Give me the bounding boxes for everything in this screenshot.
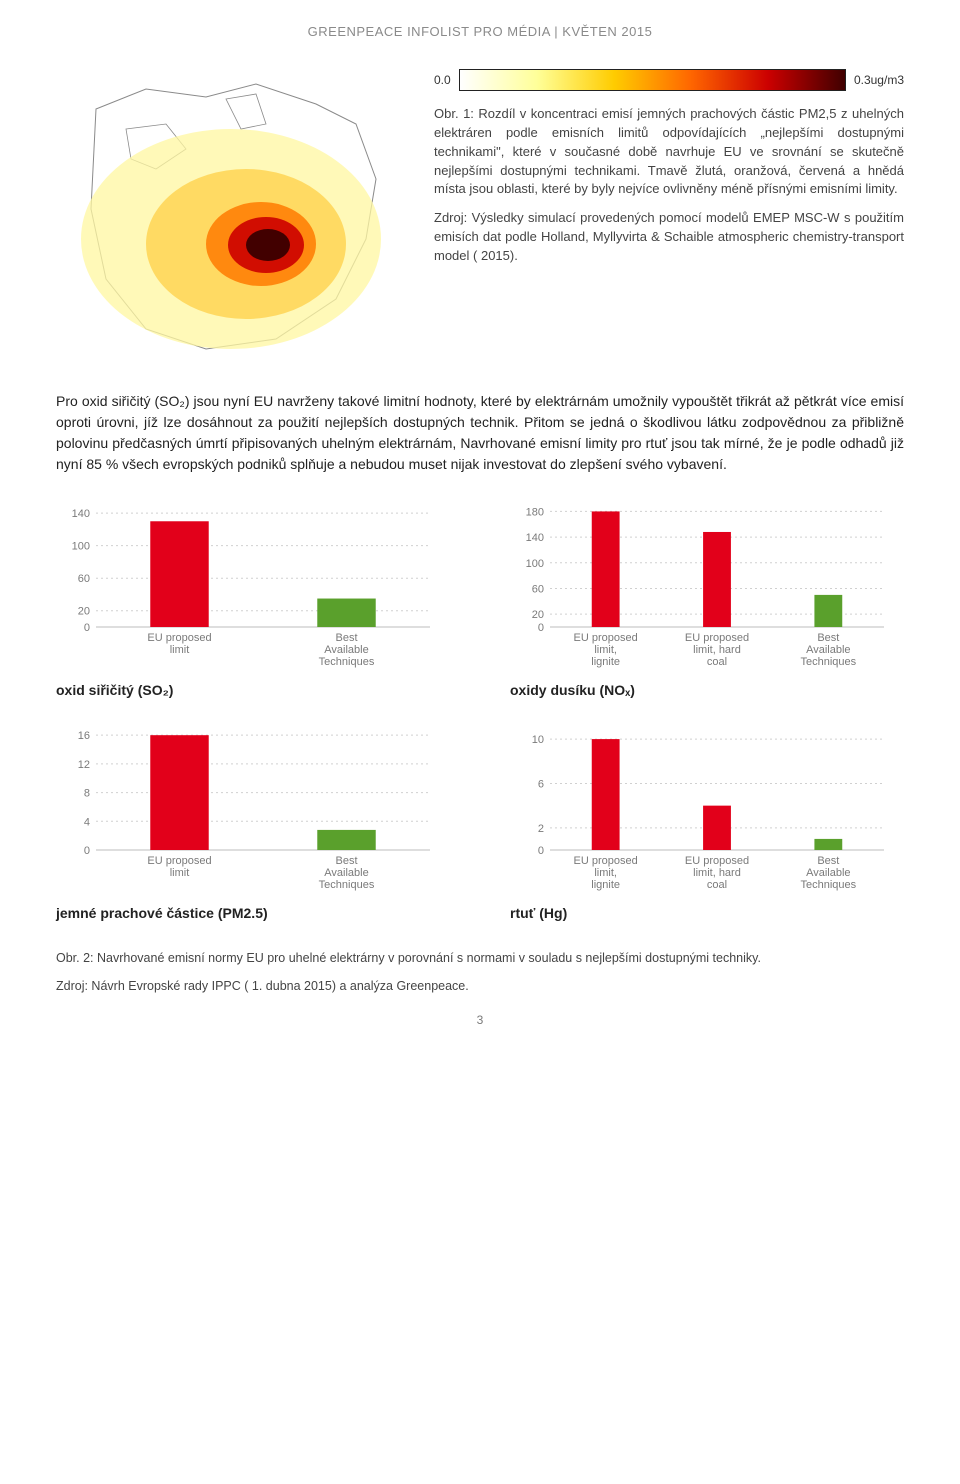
chart-svg-nox: 02060100140180EU proposedlimit,ligniteEU… — [510, 499, 904, 674]
svg-text:Best: Best — [817, 855, 839, 867]
svg-text:EU proposed: EU proposed — [147, 855, 211, 867]
svg-text:EU proposed: EU proposed — [685, 855, 749, 867]
svg-text:lignite: lignite — [591, 879, 620, 891]
svg-text:60: 60 — [78, 573, 90, 585]
svg-text:Techniques: Techniques — [319, 879, 375, 891]
svg-text:2: 2 — [538, 823, 544, 835]
figure2-source: Zdroj: Návrh Evropské rady IPPC ( 1. dub… — [56, 979, 904, 993]
svg-text:Available: Available — [324, 644, 368, 656]
svg-text:EU proposed: EU proposed — [147, 632, 211, 644]
scale-min-label: 0.0 — [434, 73, 451, 87]
svg-text:20: 20 — [78, 606, 90, 618]
figure2-caption: Obr. 2: Navrhované emisní normy EU pro u… — [56, 951, 904, 965]
svg-text:Best: Best — [335, 855, 357, 867]
svg-text:16: 16 — [78, 730, 90, 742]
svg-text:coal: coal — [707, 656, 727, 668]
svg-text:0: 0 — [84, 622, 90, 634]
svg-text:6: 6 — [538, 778, 544, 790]
svg-text:0: 0 — [538, 622, 544, 634]
svg-text:20: 20 — [532, 609, 544, 621]
page-number: 3 — [56, 1013, 904, 1027]
svg-text:limit, hard: limit, hard — [693, 644, 741, 656]
chart-nox: 02060100140180EU proposedlimit,ligniteEU… — [510, 499, 904, 716]
svg-text:100: 100 — [72, 541, 90, 553]
chart-pm25: 0 4 8 12 16 EU proposedlimit BestAvailableTech… — [56, 722, 450, 939]
chart-title-hg: rtuť (Hg) — [510, 905, 904, 921]
svg-text:180: 180 — [526, 506, 544, 518]
svg-text:12: 12 — [78, 759, 90, 771]
svg-text:Techniques: Techniques — [801, 656, 857, 668]
svg-text:limit, hard: limit, hard — [693, 867, 741, 879]
chart-svg-hg: 02610EU proposedlimit,ligniteEU proposed… — [510, 722, 904, 897]
page-header: GREENPEACE INFOLIST PRO MÉDIA | KVĚTEN 2… — [56, 24, 904, 39]
scale-max-label: 0.3ug/m3 — [854, 73, 904, 87]
chart-so2: 0 20 60 100 140 EU proposedlimit BestAvailable… — [56, 499, 450, 716]
figure1-caption: Obr. 1: Rozdíl v koncentraci emisí jemný… — [434, 105, 904, 199]
chart-title-pm25: jemné prachové částice (PM2.5) — [56, 905, 450, 921]
chart-title-so2: oxid siřičitý (SO₂) — [56, 682, 450, 698]
svg-text:Best: Best — [817, 632, 839, 644]
svg-text:Available: Available — [806, 644, 850, 656]
svg-text:lignite: lignite — [591, 656, 620, 668]
chart-svg-so2: 0 20 60 100 140 EU proposedlimit BestAvailable… — [56, 499, 450, 674]
chart-hg: 02610EU proposedlimit,ligniteEU proposed… — [510, 722, 904, 939]
svg-text:0: 0 — [538, 845, 544, 857]
svg-text:limit,: limit, — [594, 867, 617, 879]
body-paragraph: Pro oxid siřičitý (SO₂) jsou nyní EU nav… — [56, 391, 904, 475]
color-scale: 0.0 0.3ug/m3 — [434, 69, 904, 91]
figure1-source: Zdroj: Výsledky simulací provedených pom… — [434, 209, 904, 266]
charts-grid: 02060100140EU proposedlimitBestAvailable… — [56, 499, 904, 939]
svg-text:4: 4 — [84, 816, 90, 828]
europe-map — [56, 69, 406, 369]
svg-text:140: 140 — [72, 508, 90, 520]
svg-text:10: 10 — [532, 734, 544, 746]
scale-gradient — [459, 69, 846, 91]
svg-text:limit: limit — [170, 867, 190, 879]
svg-text:EU proposed: EU proposed — [574, 632, 638, 644]
svg-text:coal: coal — [707, 879, 727, 891]
svg-text:60: 60 — [532, 583, 544, 595]
svg-text:Available: Available — [324, 867, 368, 879]
svg-text:Techniques: Techniques — [801, 879, 857, 891]
svg-text:Available: Available — [806, 867, 850, 879]
svg-text:Techniques: Techniques — [319, 656, 375, 668]
svg-text:EU proposed: EU proposed — [574, 855, 638, 867]
chart-svg-pm25: 0 4 8 12 16 EU proposedlimit BestAvailableTech… — [56, 722, 450, 897]
svg-text:100: 100 — [526, 558, 544, 570]
svg-text:Best: Best — [335, 632, 357, 644]
svg-text:140: 140 — [526, 532, 544, 544]
svg-text:EU proposed: EU proposed — [685, 632, 749, 644]
svg-text:limit,: limit, — [594, 644, 617, 656]
chart-title-nox: oxidy dusíku (NOₓ) — [510, 682, 904, 698]
svg-text:8: 8 — [84, 788, 90, 800]
svg-text:limit: limit — [170, 644, 190, 656]
svg-text:0: 0 — [84, 845, 90, 857]
figure1-row: 0.0 0.3ug/m3 Obr. 1: Rozdíl v koncentrac… — [56, 69, 904, 369]
